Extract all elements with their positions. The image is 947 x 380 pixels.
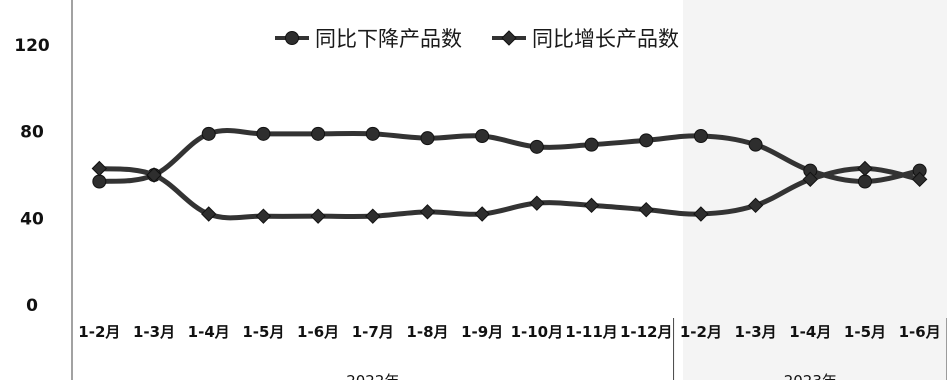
diamond-point xyxy=(310,208,326,224)
x-tick-label: 1-10月 xyxy=(511,323,564,341)
circle-point xyxy=(475,129,490,143)
circle-point xyxy=(693,129,708,143)
diamond-point xyxy=(911,171,928,188)
legend: 同比下降产品数 同比增长产品数 xyxy=(275,27,679,51)
x-tick-label: 1-4月 xyxy=(789,323,831,341)
circle-point xyxy=(420,131,435,146)
year-group-label: 2022年 xyxy=(346,372,399,380)
diamond-point xyxy=(529,195,545,211)
x-tick-label: 1-6月 xyxy=(899,323,941,341)
legend-diamond-icon xyxy=(501,30,517,46)
diamond-point xyxy=(857,160,873,177)
x-tick-label: 1-6月 xyxy=(297,323,339,341)
year-group-label: 2023年 xyxy=(784,372,837,380)
diamond-point xyxy=(365,208,381,224)
y-tick-label: 40 xyxy=(20,209,44,229)
series-line xyxy=(96,128,923,184)
circle-point xyxy=(584,137,599,152)
legend-label: 同比下降产品数 xyxy=(315,27,462,51)
x-tick-label: 1-11月 xyxy=(565,323,618,341)
series-2 xyxy=(91,160,928,224)
x-tick-label: 1-9月 xyxy=(461,323,503,341)
circle-point xyxy=(256,126,271,141)
diamond-point xyxy=(255,208,272,224)
diamond-point xyxy=(802,171,818,188)
diamond-point xyxy=(474,206,490,222)
circle-point xyxy=(639,133,654,148)
x-tick-label: 1-8月 xyxy=(406,323,448,341)
diamond-point xyxy=(638,201,654,218)
diamond-point xyxy=(583,197,600,214)
x-tick-label: 1-3月 xyxy=(735,323,777,341)
legend-label: 同比增长产品数 xyxy=(532,27,679,51)
y-tick-labels: 0 40 80 120 xyxy=(14,36,50,316)
x-tick-label: 1-7月 xyxy=(352,323,394,341)
circle-point xyxy=(748,137,763,152)
circle-point xyxy=(92,174,107,189)
x-tick-label: 1-2月 xyxy=(680,323,722,341)
x-tick-label: 1-12月 xyxy=(620,323,673,341)
legend-item: 同比增长产品数 xyxy=(492,27,679,51)
diamond-point xyxy=(91,160,108,177)
diamond-point xyxy=(146,167,162,183)
diamond-point xyxy=(747,197,764,214)
circle-point xyxy=(201,126,216,141)
x-tick-label: 1-5月 xyxy=(242,323,284,341)
legend-item: 同比下降产品数 xyxy=(275,27,462,51)
axes xyxy=(71,0,947,380)
x-tick-label: 1-2月 xyxy=(78,323,120,341)
circle-point xyxy=(529,139,544,154)
x-tick-label: 1-5月 xyxy=(844,323,886,341)
circle-point xyxy=(857,174,872,189)
circle-point xyxy=(311,126,326,141)
diamond-point xyxy=(693,206,709,222)
highlight-panel xyxy=(683,0,947,380)
circle-point xyxy=(365,126,380,141)
x-tick-labels: 1-2月 1-3月 1-4月 1-5月 1-6月 1-7月 1-8月 1-9月 1-10月 1-1… xyxy=(78,323,940,341)
x-tick-label: 1-4月 xyxy=(188,323,230,341)
diamond-point xyxy=(201,206,217,222)
y-tick-label: 120 xyxy=(14,36,50,56)
x-group-labels: 2022年 2023年 xyxy=(346,372,837,380)
diamond-point xyxy=(419,204,436,220)
y-tick-label: 80 xyxy=(20,123,44,143)
legend-circle-icon xyxy=(285,31,299,45)
y-tick-label: 0 xyxy=(26,296,38,316)
series-layer xyxy=(91,126,928,224)
x-tick-label: 1-3月 xyxy=(133,323,175,341)
series-line xyxy=(96,166,923,221)
